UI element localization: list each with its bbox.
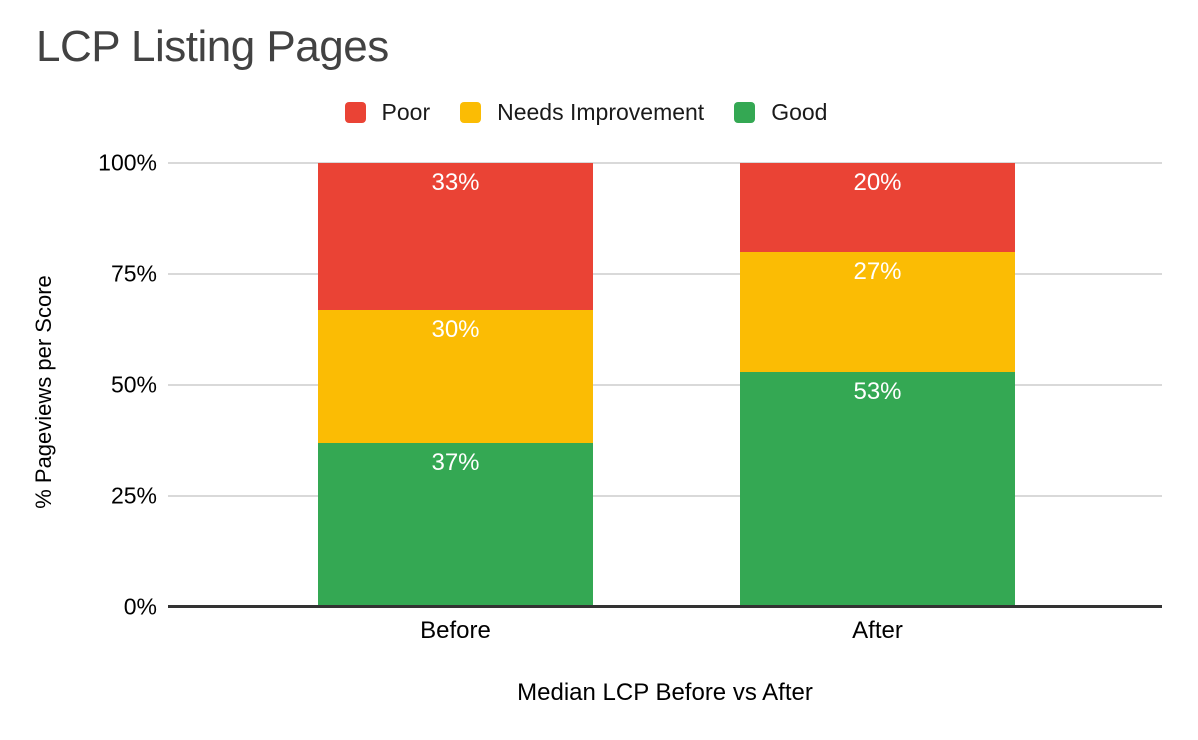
legend-item-poor: Poor [344, 99, 431, 126]
bar-after: 20% 27% 53% [740, 163, 1015, 607]
legend-item-needs-improvement: Needs Improvement [460, 99, 704, 126]
legend-swatch-needs-improvement-icon [460, 102, 482, 123]
data-label: 20% [853, 169, 902, 196]
data-label: 27% [853, 257, 902, 285]
y-tick-label: 25% [110, 482, 157, 509]
legend: Poor Needs Improvement Good [0, 99, 1172, 126]
data-label: 53% [853, 377, 902, 405]
data-label: 30% [431, 315, 480, 343]
data-label: 33% [431, 169, 480, 196]
data-label: 37% [431, 448, 480, 476]
legend-label: Needs Improvement [497, 99, 705, 125]
x-axis-title: Median LCP Before vs After [517, 679, 813, 706]
y-tick-label: 100% [98, 149, 157, 176]
bar-segment-before-good: 37% [318, 442, 593, 607]
legend-label: Poor [381, 99, 431, 125]
y-axis-title: % Pageviews per Score [31, 275, 56, 509]
gridline [168, 495, 1162, 497]
y-tick-label: 50% [110, 371, 157, 398]
legend-swatch-poor-icon [344, 102, 366, 123]
legend-swatch-good-icon [734, 102, 756, 123]
gridline [168, 384, 1162, 386]
y-axis-ticks: 0% 25% 50% 75% 100% [0, 151, 157, 618]
bar-segment-before-needs-improvement: 30% [318, 309, 593, 443]
x-label-after: After [852, 617, 903, 644]
chart-title: LCP Listing Pages [36, 22, 389, 71]
y-tick-label: 0% [123, 593, 157, 620]
bar-segment-after-poor: 20% [740, 163, 1015, 252]
gridline [168, 162, 1162, 164]
bar-segment-after-needs-improvement: 27% [740, 251, 1015, 372]
gridline [168, 273, 1162, 275]
legend-label: Good [771, 99, 828, 125]
bar-segment-before-poor: 33% [318, 163, 593, 310]
x-axis-labels: Before After [168, 617, 1162, 645]
bar-before: 33% 30% 37% [318, 163, 593, 607]
bar-segment-after-good: 53% [740, 371, 1015, 607]
plot-area: 33% 30% 37% 20% 27% 53% [168, 162, 1162, 608]
x-axis-line [168, 605, 1162, 608]
y-tick-label: 75% [110, 260, 157, 287]
legend-item-good: Good [734, 99, 827, 126]
x-label-before: Before [420, 617, 491, 644]
